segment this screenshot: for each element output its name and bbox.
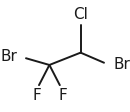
Text: F: F [58, 88, 67, 103]
Text: Br: Br [113, 57, 130, 72]
Text: F: F [32, 88, 41, 103]
Text: Cl: Cl [73, 7, 88, 22]
Text: Br: Br [0, 48, 17, 64]
